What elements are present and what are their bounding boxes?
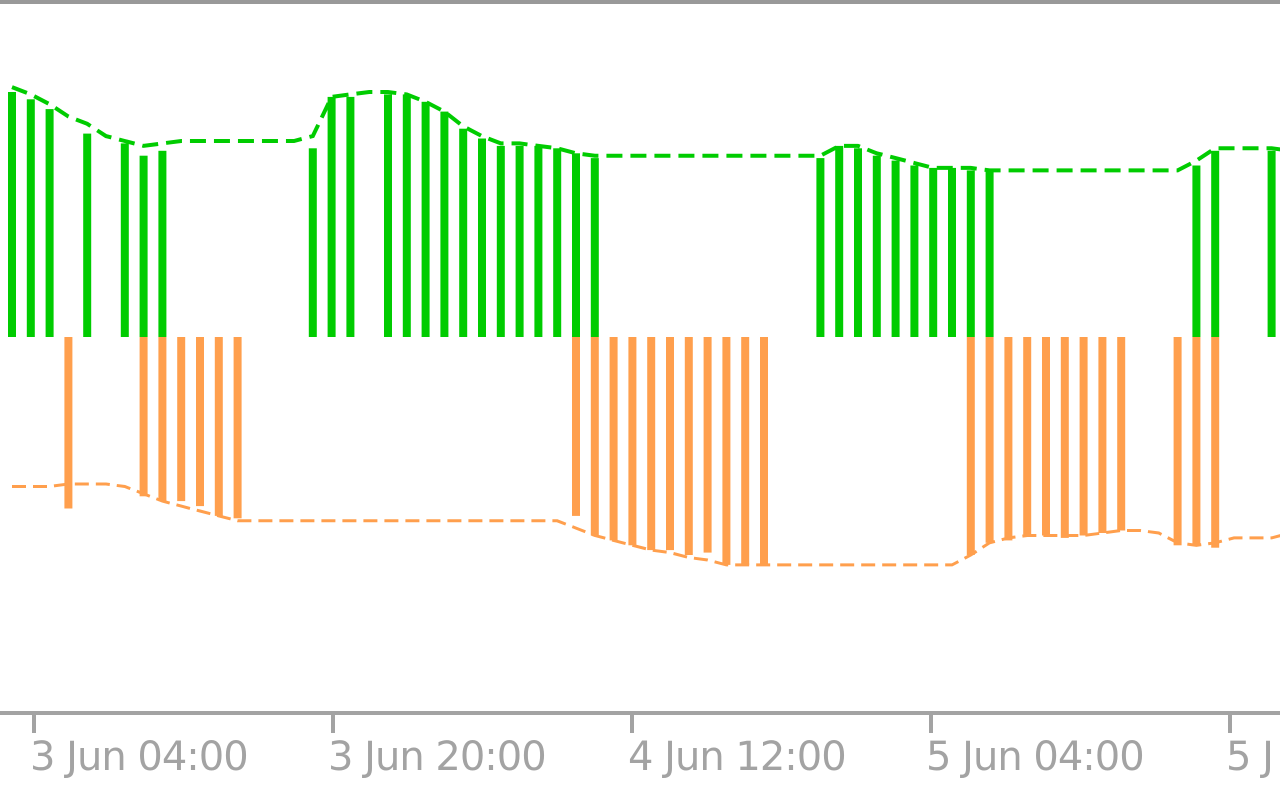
lower-bar-10 — [628, 337, 637, 546]
upper-bar-2 — [45, 109, 54, 337]
upper-bar-30 — [966, 170, 975, 337]
upper-bar-19 — [553, 148, 562, 337]
lower-bar-11 — [647, 337, 656, 551]
upper-bar-11 — [402, 94, 411, 338]
lower-bar-25 — [1098, 337, 1107, 533]
upper-bar-9 — [346, 96, 355, 338]
upper-bar-3 — [83, 133, 92, 337]
lower-bar-28 — [1192, 337, 1201, 546]
lower-bar-1 — [139, 337, 148, 497]
upper-bar-26 — [891, 160, 900, 337]
lower-bar-12 — [666, 337, 674, 551]
upper-bar-12 — [421, 101, 430, 337]
lower-bar-29 — [1211, 337, 1220, 548]
lower-bar-8 — [590, 337, 599, 536]
lower-bar-3 — [177, 337, 186, 502]
upper-bar-17 — [515, 145, 524, 337]
lower-bar-13 — [684, 337, 693, 555]
upper-bar-22 — [816, 158, 825, 337]
lower-bar-7 — [572, 337, 580, 516]
x-tick-label-2: 4 Jun 12:00 — [628, 734, 846, 780]
upper-bar-13 — [440, 111, 449, 337]
x-tick-label-4: 5 J — [1226, 734, 1273, 780]
upper-bar-34 — [1267, 150, 1276, 337]
upper-bar-4 — [120, 143, 129, 337]
upper-bar-14 — [459, 128, 468, 337]
lower-bar-16 — [741, 337, 750, 565]
upper-bar-18 — [534, 145, 543, 337]
lower-bar-2 — [158, 337, 167, 502]
lower-bar-15 — [722, 337, 731, 565]
lower-bar-5 — [214, 337, 223, 516]
upper-bar-29 — [948, 167, 956, 337]
upper-bar-15 — [478, 138, 486, 337]
upper-bar-10 — [384, 94, 392, 338]
upper-bar-20 — [572, 153, 580, 338]
upper-bar-27 — [910, 165, 919, 337]
lower-bars-group — [64, 337, 1220, 565]
lower-bar-18 — [966, 337, 975, 555]
lower-bar-4 — [196, 337, 204, 507]
upper-bar-28 — [929, 167, 938, 337]
lower-bar-19 — [985, 337, 994, 543]
x-axis-ticks: 3 Jun 04:00 3 Jun 20:00 4 Jun 12:00 5 Jun 0… — [30, 713, 1274, 780]
upper-bar-1 — [26, 99, 35, 337]
lower-bar-9 — [609, 337, 618, 541]
upper-bar-24 — [854, 148, 862, 337]
lower-bar-6 — [233, 337, 242, 519]
lower-bar-26 — [1117, 337, 1126, 531]
x-tick-label-0: 3 Jun 04:00 — [30, 734, 248, 780]
upper-bar-33 — [1211, 150, 1220, 337]
lower-bar-0 — [64, 337, 73, 509]
upper-bar-16 — [496, 145, 505, 337]
x-tick-label-1: 3 Jun 20:00 — [328, 734, 546, 780]
lower-bar-17 — [760, 337, 768, 565]
upper-bar-0 — [8, 92, 16, 337]
upper-bar-25 — [872, 155, 881, 337]
x-tick-label-3: 5 Jun 04:00 — [926, 734, 1144, 780]
upper-bar-21 — [590, 158, 599, 337]
upper-bars-group — [8, 92, 1276, 338]
lower-bar-24 — [1079, 337, 1088, 536]
upper-bar-7 — [308, 148, 317, 337]
upper-bar-32 — [1192, 165, 1201, 337]
upper-bar-8 — [327, 96, 336, 338]
upper-bar-5 — [139, 155, 148, 337]
lower-bar-27 — [1173, 337, 1182, 546]
lower-envelope-line — [12, 482, 1280, 567]
lower-bar-23 — [1060, 337, 1069, 538]
upper-envelope-line — [11, 85, 1280, 173]
upper-bar-23 — [835, 145, 844, 337]
upper-bar-31 — [985, 170, 994, 337]
lower-bar-22 — [1042, 337, 1050, 536]
lower-bar-20 — [1004, 337, 1013, 541]
upper-bar-6 — [158, 150, 167, 337]
lower-bar-21 — [1023, 337, 1032, 536]
lower-bar-14 — [703, 337, 712, 553]
